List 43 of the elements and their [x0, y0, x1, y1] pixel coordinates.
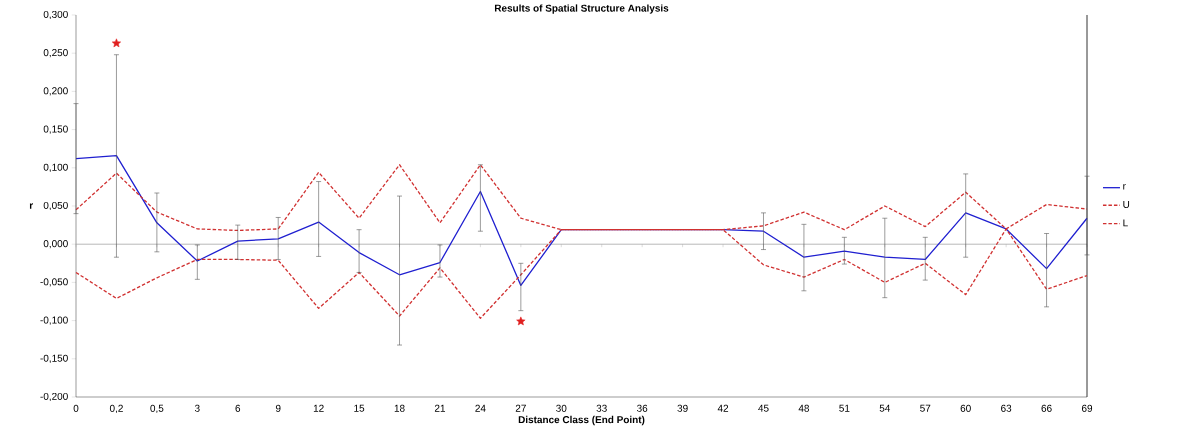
x-tick-label: 69 [1081, 404, 1093, 412]
x-tick-label: 12 [313, 404, 324, 412]
y-tick-label: 0,200 [43, 87, 68, 96]
x-tick-label: 45 [758, 404, 769, 412]
x-tick-label: 39 [677, 404, 688, 412]
x-tick-label: 18 [394, 404, 405, 412]
y-tick-label: -0,100 [40, 316, 68, 325]
x-tick-label: 42 [717, 404, 729, 412]
x-tick-label: 33 [596, 404, 607, 412]
y-tick-label: 0,150 [43, 125, 68, 134]
x-tick-label: 66 [1041, 404, 1052, 412]
y-tick-label: -0,150 [40, 354, 68, 363]
y-tick-label: -0,200 [40, 392, 68, 402]
y-tick-label: 0,050 [43, 201, 68, 211]
x-tick-label: 0,5 [150, 404, 164, 414]
x-tick-label: 21 [434, 404, 446, 412]
x-axis-title: Distance Class (End Point) [518, 415, 645, 426]
x-tick-label: 30 [556, 404, 567, 412]
y-axis-title: r [29, 203, 33, 209]
x-tick-label: 0 [73, 404, 79, 412]
x-tick-label: 24 [475, 404, 486, 412]
y-tick-label: -0,050 [40, 278, 68, 287]
x-tick-label: 57 [920, 404, 931, 412]
legend-label: U [1123, 201, 1130, 209]
x-tick-label: 9 [275, 404, 281, 412]
x-tick-label: 60 [960, 404, 971, 412]
y-tick-label: 0,250 [43, 49, 68, 58]
x-tick-label: 51 [839, 404, 850, 412]
y-tick-label: 0,000 [43, 240, 68, 249]
x-tick-label: 36 [637, 404, 648, 412]
legend-label: r [1123, 184, 1126, 190]
x-tick-label: 0,2 [109, 404, 123, 414]
y-tick-label: 0,100 [43, 163, 68, 172]
y-tick-label: 0,300 [43, 10, 68, 20]
x-tick-label: 6 [235, 404, 241, 412]
x-tick-label: 27 [515, 404, 526, 412]
x-tick-label: 48 [798, 404, 810, 412]
x-tick-label: 54 [879, 404, 891, 412]
x-tick-label: 63 [1001, 404, 1012, 412]
x-tick-label: 3 [194, 404, 200, 412]
x-tick-label: 15 [354, 404, 365, 412]
legend-label: L [1123, 219, 1128, 227]
chart-title: Results of Spatial Structure Analysis [494, 4, 669, 14]
